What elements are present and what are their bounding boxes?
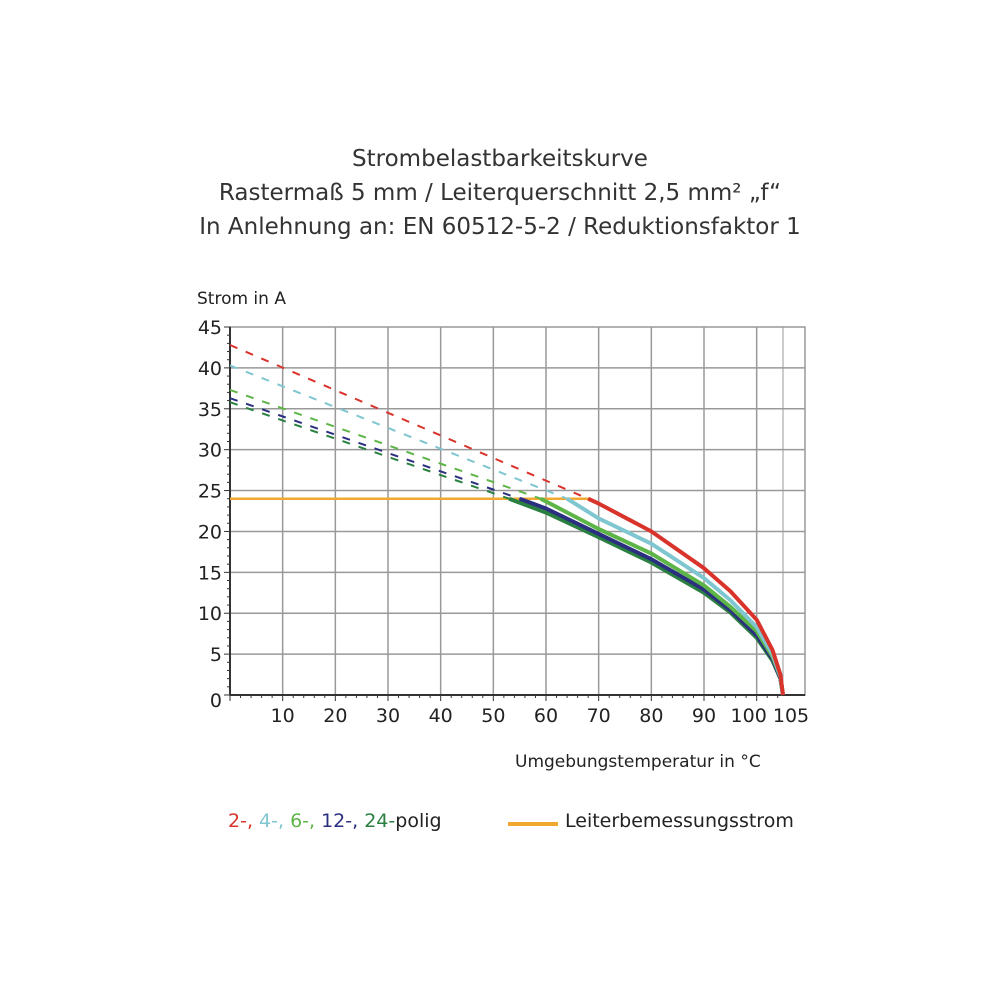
y-tick-label: 40 <box>198 358 222 380</box>
y-axis-label: Strom in A <box>197 289 286 309</box>
x-tick-label: 30 <box>376 705 400 727</box>
legend-rated-label: Leiterbemessungsstrom <box>565 810 794 832</box>
x-tick-label: 60 <box>534 705 558 727</box>
legend-rated-swatch <box>508 822 558 826</box>
x-tick-label: 50 <box>481 705 505 727</box>
series-line-2-polig <box>587 496 785 696</box>
legend-series: 2-, 4-, 6-, 12-, 24-polig <box>228 810 442 832</box>
chart-title-line-3: In Anlehnung an: EN 60512-5-2 / Reduktio… <box>199 214 801 240</box>
series-dashed-12-polig <box>229 397 520 500</box>
plot-area <box>229 326 806 696</box>
y-tick-label: 25 <box>198 481 222 503</box>
x-tick-label: 90 <box>692 705 716 727</box>
y-tick-label: 35 <box>198 399 222 421</box>
y-tick-label: 45 <box>198 317 222 339</box>
legend-entry-24-polig: 24- <box>364 810 396 832</box>
legend-entry-6-polig: 6-, <box>290 810 322 832</box>
y-tick-label: 5 <box>210 644 222 666</box>
y-tick-label: 0 <box>210 690 222 712</box>
chart-title-line-2: Rastermaß 5 mm / Leiterquerschnitt 2,5 m… <box>218 180 782 206</box>
legend-entry-2-polig: 2-, <box>228 810 260 832</box>
y-tick-label: 15 <box>198 562 222 584</box>
chart-title-line-1: Strombelastbarkeitskurve <box>352 146 648 172</box>
y-tick-label: 10 <box>198 603 222 625</box>
x-axis-label: Umgebungstemperatur in °C <box>515 752 761 772</box>
series-dashed-2-polig <box>229 344 589 500</box>
y-tick-label: 20 <box>198 521 222 543</box>
series-dashed-6-polig <box>229 389 542 500</box>
x-tick-label: 10 <box>271 705 295 727</box>
x-tick-label: 70 <box>587 705 611 727</box>
x-tick-label: 105 <box>773 705 809 727</box>
legend-suffix: polig <box>395 810 442 832</box>
legend-entry-12-polig: 12-, <box>321 810 365 832</box>
legend-entry-4-polig: 4-, <box>259 810 291 832</box>
y-tick-label: 30 <box>198 440 222 462</box>
x-tick-label: 20 <box>323 705 347 727</box>
x-tick-label: 80 <box>639 705 663 727</box>
x-tick-label: 100 <box>731 705 767 727</box>
x-tick-label: 40 <box>429 705 453 727</box>
